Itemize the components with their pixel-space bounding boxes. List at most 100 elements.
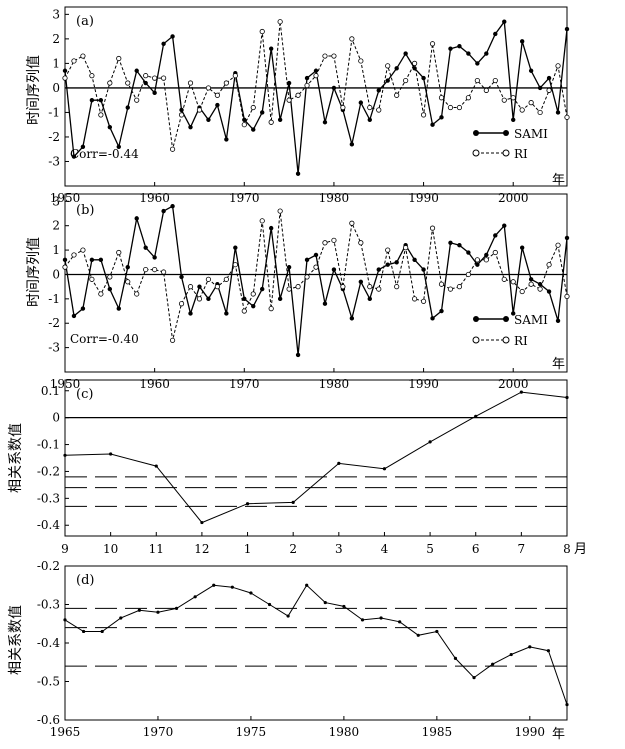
data-point	[565, 395, 569, 400]
data-point-ri	[537, 286, 543, 292]
data-point-ri	[62, 75, 68, 81]
data-point-ri	[196, 107, 203, 113]
x-tick-label: 1980	[319, 377, 350, 391]
data-point	[291, 500, 295, 504]
data-point-ri	[340, 104, 346, 111]
data-point-sami	[286, 264, 292, 270]
data-point-ri	[331, 53, 337, 59]
data-point-ri	[519, 107, 525, 113]
data-point-ri	[429, 225, 436, 231]
y-tick-label: -0.5	[37, 675, 60, 689]
data-point-sami	[493, 233, 498, 238]
data-point	[453, 656, 458, 661]
data-point-ri	[456, 284, 463, 290]
data-point-ri	[564, 114, 570, 120]
data-point-sami	[358, 279, 364, 284]
data-point-ri	[331, 237, 337, 243]
y-tick-label: 2	[52, 219, 60, 233]
y-axis-label: 相关系数值	[8, 423, 24, 493]
data-point-ri	[385, 63, 391, 69]
data-point-ri	[98, 112, 104, 118]
panel-label: (c)	[76, 387, 93, 402]
data-point-sami	[394, 66, 399, 71]
data-point-sami	[62, 68, 68, 73]
data-point	[245, 502, 250, 506]
legend-ri-marker	[502, 149, 510, 157]
data-point-ri	[501, 276, 507, 282]
data-point-sami	[322, 301, 328, 306]
data-point-sami	[367, 117, 372, 122]
panel-a: (a) 时间序列值 Corr=-0.44 年 SAMI RI -3 -2 -1 0 1 2…	[26, 6, 570, 205]
data-point-ri	[358, 58, 364, 64]
data-point	[81, 629, 86, 634]
data-point-ri	[125, 279, 131, 285]
data-point	[156, 610, 160, 614]
x-tick-label: 1985	[422, 725, 453, 739]
data-point-sami	[376, 267, 381, 272]
data-point	[305, 583, 309, 587]
data-point-sami	[98, 97, 104, 103]
data-point	[509, 652, 513, 657]
legend-ri-label: RI	[514, 147, 528, 161]
data-point-sami	[224, 311, 229, 316]
data-point-ri	[555, 63, 561, 69]
x-tick-label: 4	[381, 542, 389, 556]
data-point-ri	[241, 308, 247, 314]
data-point-sami	[71, 154, 77, 159]
data-point-ri	[465, 271, 471, 278]
data-point-ri	[376, 107, 382, 113]
panel-b: (b) 时间序列值 Corr=-0.40 年 SAMI RI -3 -2 -1 0 1 2…	[26, 193, 570, 391]
data-point-sami	[206, 296, 211, 302]
data-point	[472, 676, 476, 680]
data-point-sami	[322, 120, 328, 125]
legend-sami-marker	[503, 316, 509, 322]
data-point-sami	[134, 68, 139, 73]
data-point-ri	[107, 274, 113, 280]
data-point-ri	[465, 95, 471, 101]
data-point-ri	[340, 284, 346, 290]
data-point-ri	[456, 104, 463, 111]
data-point	[416, 633, 420, 637]
data-point-sami	[161, 208, 166, 214]
data-point-sami	[107, 286, 113, 292]
data-point-ri	[268, 306, 274, 312]
data-point	[528, 645, 532, 649]
data-point-ri	[304, 82, 310, 89]
x-tick-label: 11	[149, 542, 164, 556]
data-point-ri	[169, 337, 176, 343]
y-tick-label: -3	[48, 154, 60, 168]
data-point-ri	[322, 240, 328, 246]
series-line	[64, 391, 568, 524]
data-point-ri	[268, 119, 274, 125]
data-point-ri	[161, 269, 167, 275]
data-point-ri	[429, 41, 436, 47]
corr-annotation: Corr=-0.44	[70, 147, 139, 161]
data-point-ri	[367, 284, 373, 290]
data-point	[63, 618, 67, 622]
data-point-sami	[125, 264, 130, 270]
data-point-sami	[268, 46, 274, 51]
data-point-sami	[89, 257, 95, 263]
series-line-sami	[64, 205, 568, 355]
data-point-sami	[394, 260, 399, 265]
data-point-ri	[438, 281, 445, 287]
data-point	[382, 467, 387, 471]
data-point-sami	[251, 127, 256, 132]
data-point-ri	[161, 75, 167, 81]
data-point-ri	[187, 80, 194, 86]
y-tick-label: 2	[52, 32, 60, 46]
legend-ri-label: RI	[514, 334, 528, 348]
data-point-sami	[71, 313, 77, 319]
data-point-ri	[546, 262, 552, 268]
panel-d: (d) 相关系数值 年 -0.6 -0.5 -0.4 -0.3 -0.2 1965 1970…	[8, 559, 569, 742]
data-point-sami	[286, 80, 292, 86]
data-point-sami	[89, 97, 95, 103]
data-point-ri	[313, 73, 319, 79]
y-tick-label: 0	[52, 267, 60, 281]
data-point-ri	[89, 276, 95, 282]
data-point-ri	[98, 291, 104, 297]
data-point-ri	[205, 276, 212, 282]
x-axis-unit: 年	[552, 727, 565, 742]
data-point-ri	[152, 75, 158, 81]
x-tick-label: 1960	[139, 377, 170, 391]
